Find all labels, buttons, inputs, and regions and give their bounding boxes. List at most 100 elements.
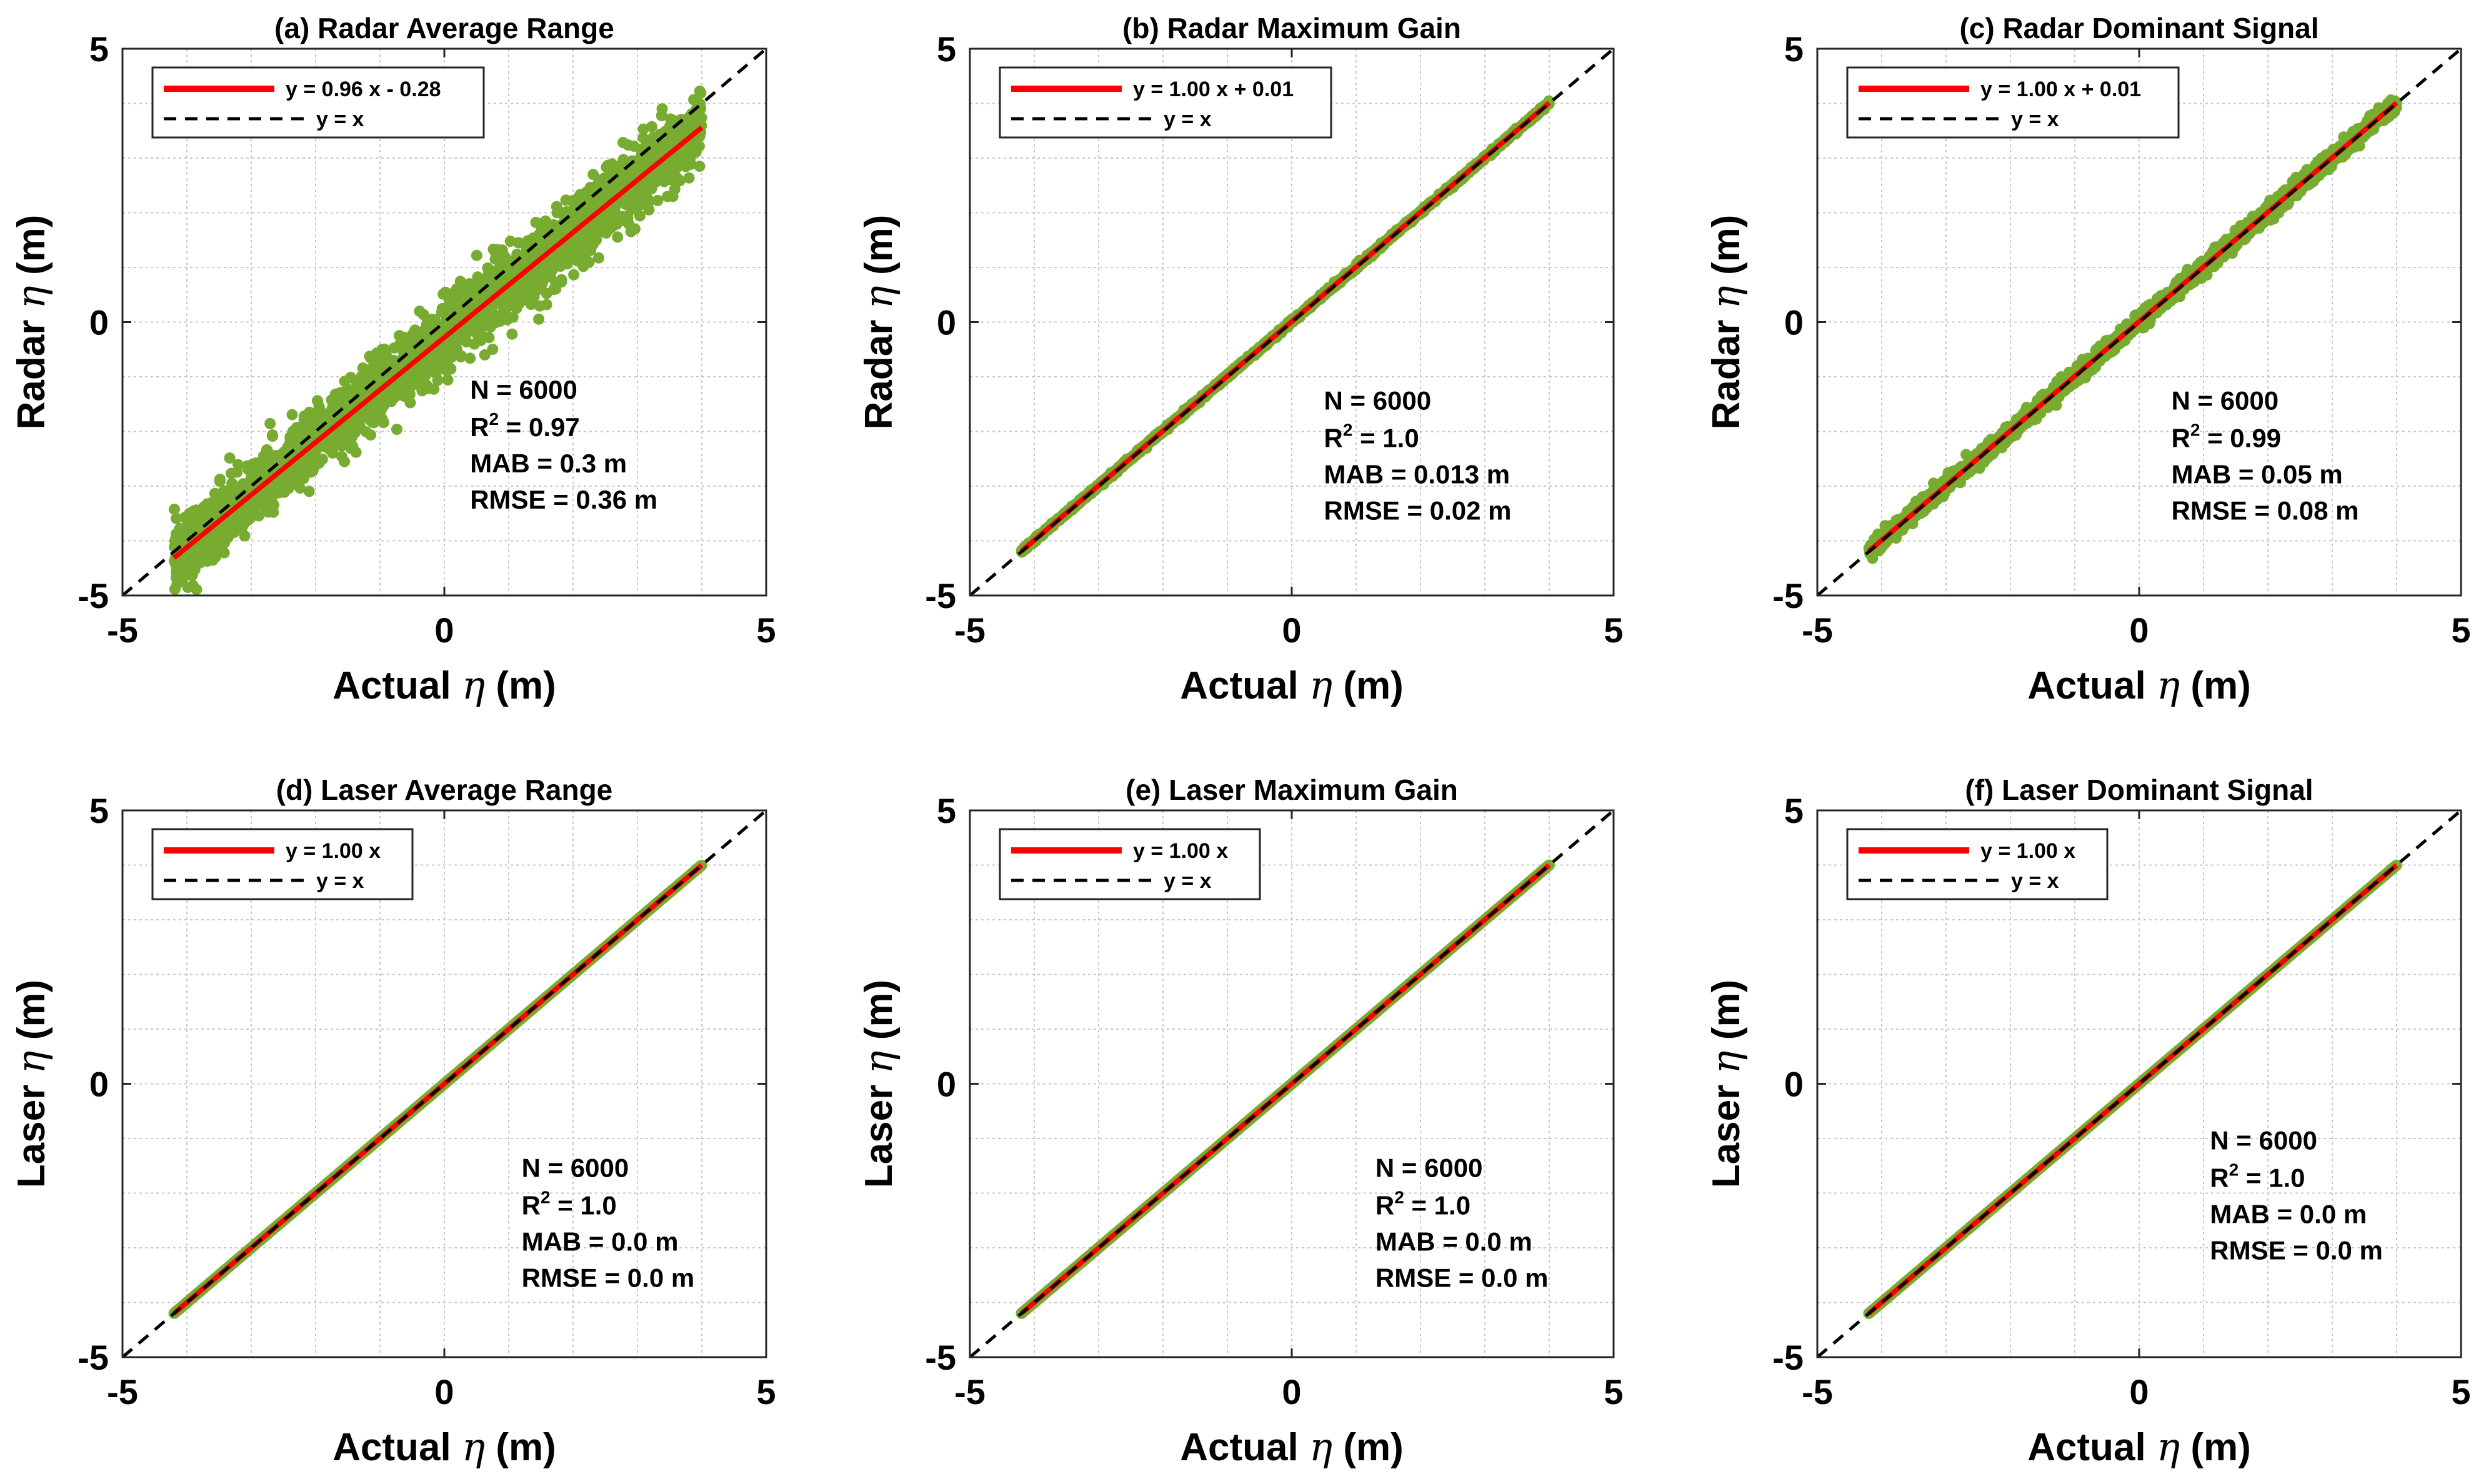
x-axis-label: Actual η (m) [332, 662, 556, 708]
stat-n: N = 6000 [470, 375, 577, 404]
stat-r2: R2 = 1.0 [1324, 421, 1419, 453]
y-axis-label: Radar η (m) [8, 215, 54, 430]
fit-line [172, 125, 704, 560]
scatter-point [183, 518, 195, 530]
scatter-point [529, 247, 541, 259]
scatter-point [237, 481, 249, 492]
scatter-point [482, 268, 494, 280]
scatter-point [169, 584, 181, 595]
scatter-point [432, 363, 444, 375]
scatter-point [506, 328, 518, 340]
scatter-point [650, 176, 661, 188]
y-tick-label: -5 [77, 576, 109, 615]
scatter-point [365, 429, 377, 441]
scatter-point [322, 437, 334, 449]
x-tick-label: -5 [107, 610, 138, 650]
scatter-point [171, 571, 182, 583]
scatter-point [232, 512, 244, 524]
scatter-point [338, 439, 350, 451]
scatter-point [487, 344, 499, 355]
scatter-point [253, 465, 265, 477]
scatter-point [356, 381, 367, 392]
scatter-point [566, 195, 577, 207]
scatter-point [171, 562, 182, 574]
scatter-point [534, 300, 546, 312]
scatter-point [492, 244, 504, 256]
scatter-point [517, 277, 529, 289]
scatter-point [253, 510, 265, 522]
scatter-point [479, 349, 491, 361]
scatter-point [568, 269, 580, 281]
scatter-point [685, 151, 697, 162]
scatter-point [445, 363, 457, 375]
scatter-point [687, 112, 699, 124]
scatter-point [507, 311, 519, 323]
scatter-point [377, 417, 389, 429]
x-tick-label: 5 [1604, 610, 1623, 650]
scatter-point [201, 503, 213, 515]
scatter-point [464, 352, 476, 364]
subplot-title: (b) Radar Maximum Gain [1122, 12, 1461, 44]
plot-area [122, 49, 766, 595]
scatter-point [647, 131, 659, 143]
scatter-point [660, 169, 672, 181]
y-tick-label: 5 [937, 29, 956, 69]
scatter-point [449, 337, 461, 349]
y-axis-label-unit: (m) [10, 215, 53, 286]
scatter-point [286, 433, 297, 445]
scatter-point [347, 397, 359, 409]
y-axis-label: Radar η (m) [856, 215, 901, 430]
x-tick-label: 0 [434, 610, 454, 650]
scatter-point [628, 141, 640, 152]
scatter-point [553, 250, 565, 262]
scatter-point [437, 306, 449, 317]
y-tick-label: 0 [89, 303, 109, 342]
scatter-point [286, 409, 298, 421]
y-tick-label: -5 [925, 576, 956, 615]
scatter-point [652, 194, 664, 206]
scatter-point [379, 392, 391, 404]
legend-identity-label: y = x [1164, 107, 1212, 131]
x-axis-label-unit: (m) [485, 664, 556, 707]
legend-fit-label: y = 0.96 x - 0.28 [286, 77, 441, 101]
scatter-point [685, 158, 697, 170]
stat-r2-symbol: R [1324, 424, 1343, 453]
scatter-point [357, 371, 369, 383]
scatter-point [414, 306, 426, 317]
scatter-point [675, 157, 687, 169]
stat-mab: MAB = 0.3 m [470, 449, 627, 478]
legend-box [151, 66, 485, 139]
scatter-point [437, 353, 449, 365]
scatter-point [378, 343, 390, 355]
scatter-point [672, 173, 683, 185]
plot-area [1817, 49, 2461, 595]
scatter-point [274, 482, 286, 494]
subplot-c: -5 0 5-505(c) Radar Dominant SignalActual … [1703, 12, 2471, 708]
scatter-point [209, 551, 221, 563]
scatter-point [688, 94, 700, 106]
scatter-point [539, 219, 551, 231]
stat-n: N = 6000 [1324, 386, 1432, 416]
scatter-point [580, 237, 592, 249]
scatter-point [317, 453, 328, 465]
scatter-point [303, 486, 315, 497]
legend-fit-label: y = 1.00 x + 0.01 [1133, 77, 1294, 101]
scatter-point [483, 308, 495, 320]
scatter-point [429, 314, 441, 326]
scatter-point [602, 159, 614, 171]
scatter-point [454, 276, 466, 287]
scatter-point [639, 182, 651, 194]
legend: y = 1.00 x + 0.01 y = x [999, 66, 1332, 139]
scatter-point [471, 249, 482, 261]
y-axis-label-symbol: η [8, 286, 54, 309]
scatter-point [336, 451, 347, 462]
scatter-point [321, 418, 333, 430]
scatter-point [442, 374, 454, 386]
scatter-point [298, 472, 309, 484]
stat-rmse: RMSE = 0.02 m [1324, 496, 1512, 525]
scatter-point [475, 334, 487, 346]
legend-identity-label: y = x [316, 107, 364, 131]
scatter-point [577, 261, 589, 272]
scatter-point [695, 87, 707, 99]
scatter-point [449, 348, 461, 360]
